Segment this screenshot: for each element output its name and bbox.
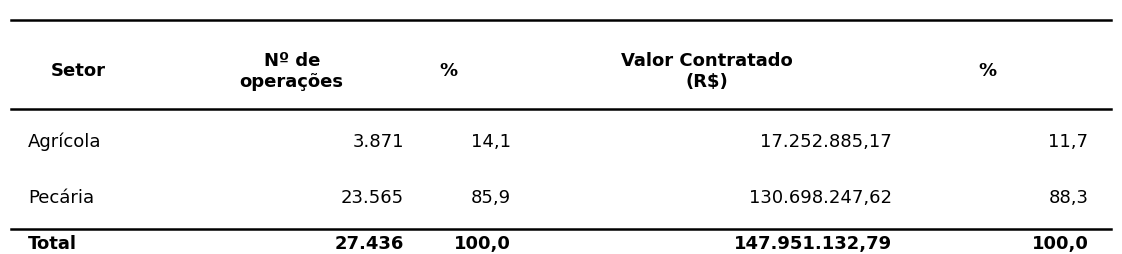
Text: Agrícola: Agrícola: [28, 133, 102, 151]
Text: 17.252.885,17: 17.252.885,17: [761, 133, 892, 151]
Text: 130.698.247,62: 130.698.247,62: [749, 189, 892, 207]
Text: 23.565: 23.565: [341, 189, 404, 207]
Text: Pecária: Pecária: [28, 189, 94, 207]
Text: 88,3: 88,3: [1048, 189, 1088, 207]
Text: 14,1: 14,1: [470, 133, 511, 151]
Text: Nº de
operações: Nº de operações: [240, 52, 343, 90]
Text: Setor: Setor: [50, 62, 107, 80]
Text: 11,7: 11,7: [1048, 133, 1088, 151]
Text: 147.951.132,79: 147.951.132,79: [734, 235, 892, 253]
Text: %: %: [978, 62, 996, 80]
Text: Valor Contratado
(R$): Valor Contratado (R$): [620, 52, 793, 90]
Text: 27.436: 27.436: [334, 235, 404, 253]
Text: 100,0: 100,0: [1031, 235, 1088, 253]
Text: 3.871: 3.871: [352, 133, 404, 151]
Text: 85,9: 85,9: [470, 189, 511, 207]
Text: %: %: [440, 62, 458, 80]
Text: Total: Total: [28, 235, 77, 253]
Text: 100,0: 100,0: [453, 235, 511, 253]
